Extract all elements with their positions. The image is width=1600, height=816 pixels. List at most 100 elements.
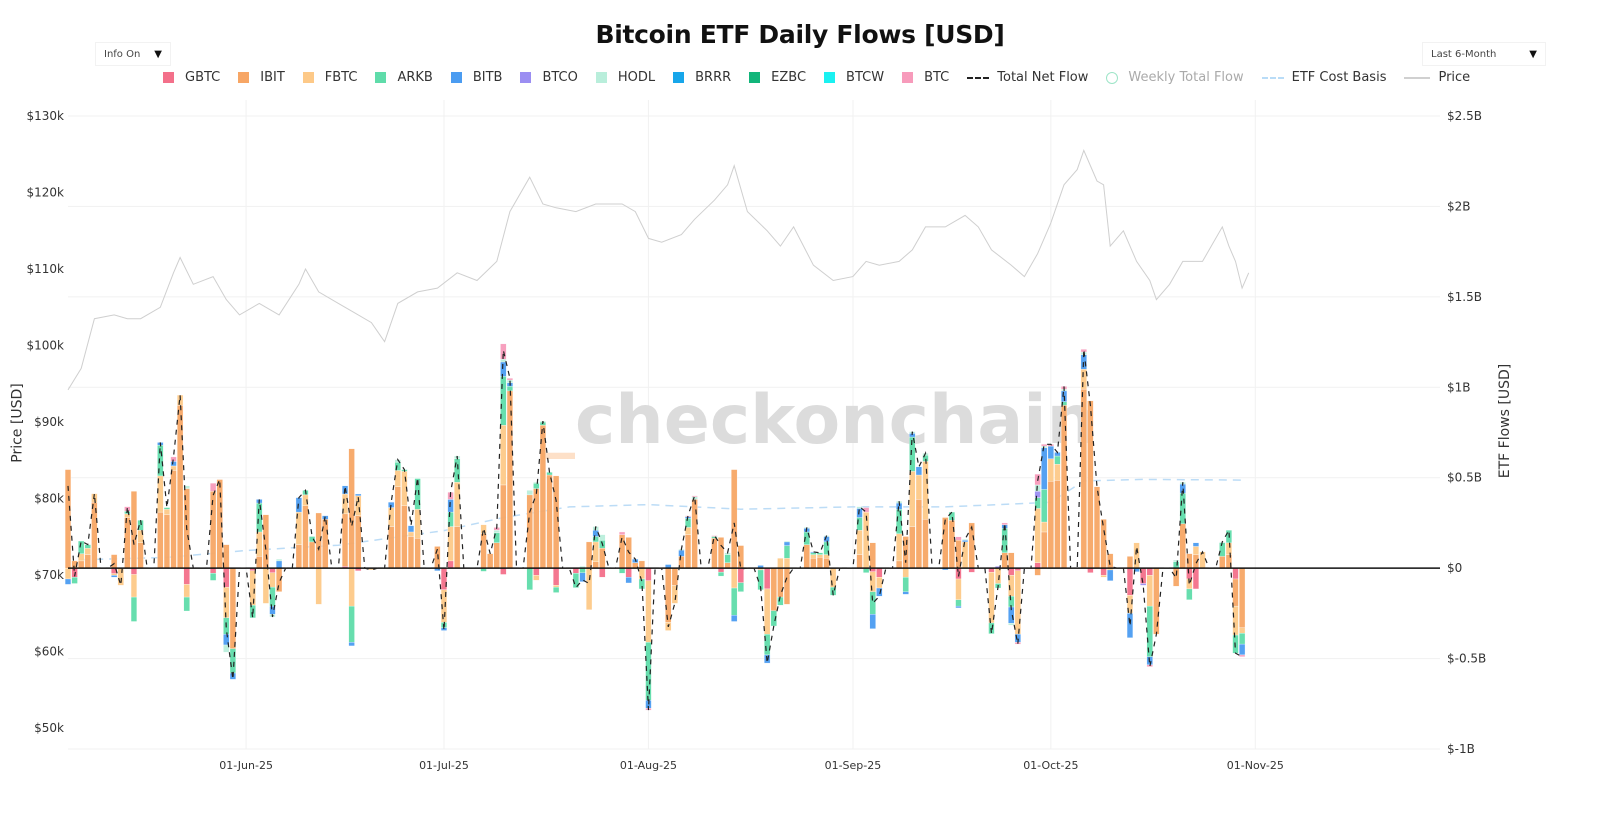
bar-segment-gbtc[interactable] xyxy=(533,567,540,576)
bar-segment-gbtc[interactable] xyxy=(645,567,652,581)
bar-segment-ibit[interactable] xyxy=(1153,567,1160,635)
bar-segment-ibit[interactable] xyxy=(1093,486,1101,569)
bar-segment-ibit[interactable] xyxy=(810,558,817,569)
bar-segment-ibit[interactable] xyxy=(137,542,144,569)
bar-segment-ibit[interactable] xyxy=(770,567,777,611)
bar-segment-ibit[interactable] xyxy=(896,560,903,569)
legend-item-total-net-flow[interactable]: Total Net Flow xyxy=(967,70,1088,85)
bar-segment-bitb[interactable] xyxy=(955,605,962,609)
bar-segment-fbtc[interactable] xyxy=(856,530,863,555)
bar-segment-arkb[interactable] xyxy=(1239,633,1246,645)
bar-segment-arkb[interactable] xyxy=(183,596,190,612)
bar-segment-bitb[interactable] xyxy=(1047,445,1054,459)
bar-segment-bitb[interactable] xyxy=(348,642,355,647)
bar-segment-ibit[interactable] xyxy=(684,534,692,569)
bar-segment-ibit[interactable] xyxy=(487,553,494,569)
bar-segment-arkb[interactable] xyxy=(955,599,962,607)
bar-segment-bitb[interactable] xyxy=(678,549,685,557)
bar-segment-ibit[interactable] xyxy=(157,511,164,569)
bar-segment-fbtc[interactable] xyxy=(1199,551,1206,569)
bar-segment-hodl[interactable] xyxy=(526,490,533,496)
bar-segment-fbtc[interactable] xyxy=(111,573,118,576)
bar-segment-gbtc[interactable] xyxy=(1232,567,1239,580)
legend-item-brrr[interactable]: BRRR xyxy=(673,70,731,85)
bar-segment-arkb[interactable] xyxy=(526,567,533,590)
legend-item-price[interactable]: Price xyxy=(1404,70,1470,85)
bar-segment-arkb[interactable] xyxy=(506,386,513,392)
bar-segment-ibit[interactable] xyxy=(414,538,421,569)
bar-segment-btc[interactable] xyxy=(1001,522,1008,525)
bar-segment-bitb[interactable] xyxy=(355,493,362,496)
bar-segment-ibit[interactable] xyxy=(1047,481,1054,569)
legend-item-ibit[interactable]: IBIT xyxy=(238,70,285,85)
bar-segment-fbtc[interactable] xyxy=(130,574,138,598)
bar-segment-btc[interactable] xyxy=(170,456,177,462)
bar-segment-ibit[interactable] xyxy=(922,519,929,569)
bar-segment-fbtc[interactable] xyxy=(269,572,276,588)
legend-item-bitb[interactable]: BITB xyxy=(450,70,502,85)
bar-segment-ibit[interactable] xyxy=(355,515,362,569)
bar-segment-ibit[interactable] xyxy=(539,425,546,569)
bar-segment-ibit[interactable] xyxy=(394,486,401,569)
bar-segment-bitb[interactable] xyxy=(783,541,791,546)
bar-segment-fbtc[interactable] xyxy=(1034,508,1041,563)
bar-segment-btco[interactable] xyxy=(1140,583,1147,586)
bar-segment-hodl[interactable] xyxy=(783,540,791,543)
bar-segment-bitb[interactable] xyxy=(962,539,969,543)
bar-segment-fbtc[interactable] xyxy=(869,571,876,592)
bar-segment-ibit[interactable] xyxy=(262,514,269,569)
bar-segment-fbtc[interactable] xyxy=(553,585,560,588)
time-range-dropdown[interactable]: Last 6-Month ▼ xyxy=(1422,42,1546,66)
bar-segment-ibit[interactable] xyxy=(1001,552,1008,569)
bar-segment-ibit[interactable] xyxy=(163,514,170,569)
bar-segment-bitb[interactable] xyxy=(1239,643,1246,656)
bar-segment-ibit[interactable] xyxy=(915,499,922,569)
bar-segment-arkb[interactable] xyxy=(777,596,784,606)
bar-segment-ibit[interactable] xyxy=(803,544,810,569)
bar-segment-btc[interactable] xyxy=(1041,444,1048,447)
bar-segment-ibit[interactable] xyxy=(130,491,138,569)
bar-segment-arkb[interactable] xyxy=(163,507,170,510)
bar-segment-arkb[interactable] xyxy=(902,577,909,592)
bar-segment-bitb[interactable] xyxy=(625,577,632,584)
bar-segment-ibit[interactable] xyxy=(1100,519,1107,569)
bar-segment-ibit[interactable] xyxy=(1041,531,1048,569)
bar-segment-fbtc[interactable] xyxy=(816,554,824,558)
bar-segment-ibit[interactable] xyxy=(1008,552,1015,569)
bar-segment-bitb[interactable] xyxy=(407,525,415,533)
bar-segment-arkb[interactable] xyxy=(533,482,540,489)
bar-segment-hodl[interactable] xyxy=(1173,559,1180,562)
bar-segment-ibit[interactable] xyxy=(1034,567,1041,576)
bar-segment-ibit[interactable] xyxy=(869,542,876,569)
bar-segment-bitb[interactable] xyxy=(1192,542,1199,547)
bar-segment-arkb[interactable] xyxy=(553,586,560,593)
bar-segment-ibit[interactable] xyxy=(1219,556,1226,569)
bar-segment-gbtc[interactable] xyxy=(737,567,744,583)
bar-segment-hodl[interactable] xyxy=(276,558,283,562)
bar-segment-fbtc[interactable] xyxy=(480,524,487,534)
legend-item-etf-cost-basis[interactable]: ETF Cost Basis xyxy=(1261,70,1386,85)
bar-segment-fbtc[interactable] xyxy=(84,548,91,555)
bar-segment-gbtc[interactable] xyxy=(876,567,883,578)
bar-segment-arkb[interactable] xyxy=(78,540,85,554)
bar-segment-arkb[interactable] xyxy=(869,591,876,615)
bar-segment-fbtc[interactable] xyxy=(909,471,916,527)
bar-segment-arkb[interactable] xyxy=(619,567,626,574)
bar-segment-fbtc[interactable] xyxy=(1041,521,1048,533)
bar-segment-btco[interactable] xyxy=(1034,491,1041,498)
legend-item-fbtc[interactable]: FBTC xyxy=(302,70,357,85)
bar-segment-ibit[interactable] xyxy=(111,554,118,569)
bar-segment-btc[interactable] xyxy=(619,531,626,535)
bar-segment-ibit[interactable] xyxy=(638,560,645,569)
bar-segment-arkb[interactable] xyxy=(948,511,955,521)
bar-segment-ibit[interactable] xyxy=(909,526,916,569)
bar-segment-fbtc[interactable] xyxy=(955,578,962,600)
bar-segment-ibit[interactable] xyxy=(671,567,678,586)
bar-segment-hodl[interactable] xyxy=(223,644,230,653)
bar-segment-arkb[interactable] xyxy=(1173,561,1180,569)
bar-segment-ibit[interactable] xyxy=(493,542,500,569)
bar-segment-btc[interactable] xyxy=(711,535,718,537)
bar-segment-ibit[interactable] xyxy=(592,561,599,569)
bar-segment-gbtc[interactable] xyxy=(572,567,579,574)
bar-segment-ibit[interactable] xyxy=(276,567,283,592)
